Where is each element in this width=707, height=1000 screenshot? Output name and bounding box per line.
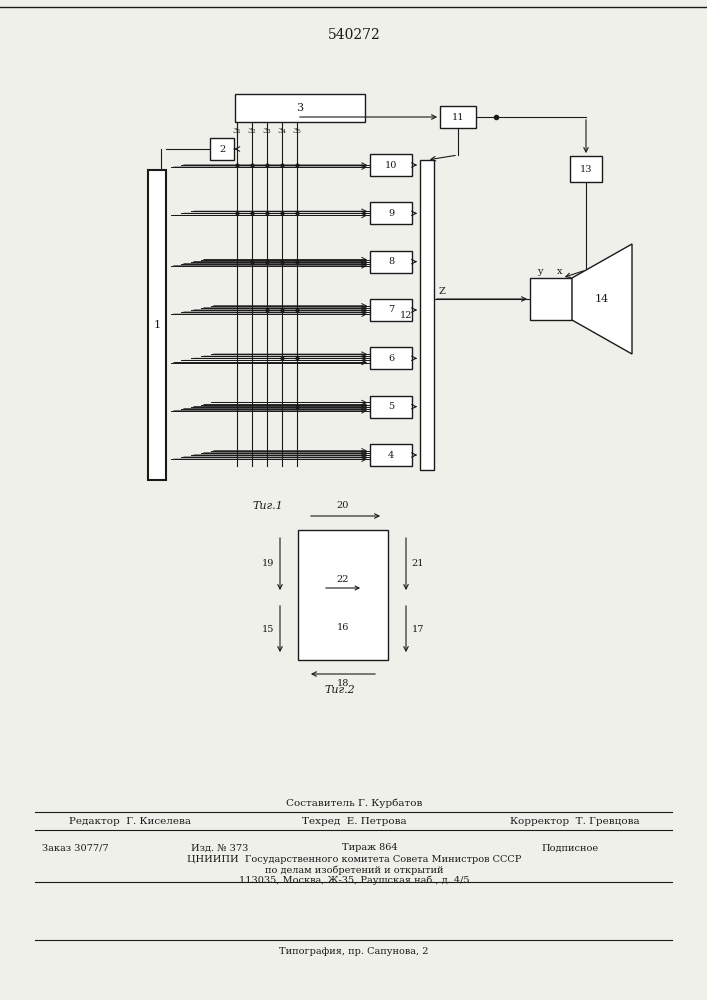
- Text: y: y: [537, 267, 543, 276]
- Text: 17: 17: [411, 624, 424, 634]
- Text: 3₄: 3₄: [278, 127, 286, 135]
- Text: 12: 12: [399, 310, 412, 320]
- Text: по делам изобретений и открытий: по делам изобретений и открытий: [264, 865, 443, 875]
- Bar: [420, 160, 434, 470]
- Bar: [370, 154, 412, 176]
- Bar: [370, 251, 412, 273]
- Text: 8: 8: [388, 257, 394, 266]
- Bar: [530, 278, 572, 320]
- Text: 22: 22: [337, 576, 349, 584]
- Text: Типография, пр. Сапунова, 2: Типография, пр. Сапунова, 2: [279, 948, 428, 956]
- Text: 19: 19: [262, 560, 274, 568]
- Bar: [370, 444, 412, 466]
- Text: Τиг.1: Τиг.1: [252, 501, 284, 511]
- Text: 18: 18: [337, 680, 349, 688]
- Text: 9: 9: [388, 209, 394, 218]
- Text: Техред  Е. Петрова: Техред Е. Петрова: [302, 816, 407, 826]
- Text: 7: 7: [388, 306, 394, 314]
- Text: Составитель Г. Курбатов: Составитель Г. Курбатов: [286, 798, 422, 808]
- Text: 113035, Москва, Ж-35, Раушская наб., д. 4/5: 113035, Москва, Ж-35, Раушская наб., д. …: [239, 875, 469, 885]
- Text: ЦНИИПИ  Государственного комитета Совета Министров СССР: ЦНИИПИ Государственного комитета Совета …: [187, 856, 521, 864]
- Text: 21: 21: [411, 560, 424, 568]
- Text: 5: 5: [388, 402, 394, 411]
- Text: 10: 10: [385, 160, 397, 169]
- Text: Редактор  Г. Киселева: Редактор Г. Киселева: [69, 816, 191, 826]
- Bar: [570, 156, 602, 182]
- Text: 3₂: 3₂: [247, 127, 257, 135]
- Text: Тираж 864: Тираж 864: [342, 844, 398, 852]
- Text: 3: 3: [296, 103, 303, 113]
- Text: Τиг.2: Τиг.2: [325, 685, 356, 695]
- Bar: [440, 106, 476, 128]
- Bar: [370, 202, 412, 224]
- Text: Заказ 3077/7: Заказ 3077/7: [42, 844, 108, 852]
- Text: 2: 2: [219, 144, 225, 153]
- Text: Подписное: Подписное: [542, 844, 599, 852]
- Text: 540272: 540272: [327, 28, 380, 42]
- Bar: [370, 347, 412, 369]
- Text: Изд. № 373: Изд. № 373: [192, 844, 249, 852]
- Text: 6: 6: [388, 354, 394, 363]
- Text: 20: 20: [337, 502, 349, 510]
- Bar: [148, 170, 166, 480]
- Polygon shape: [572, 244, 632, 354]
- Text: x: x: [557, 267, 563, 276]
- Text: 13: 13: [580, 164, 592, 174]
- Bar: [235, 94, 365, 122]
- Text: 15: 15: [262, 624, 274, 634]
- Text: 3₁: 3₁: [233, 127, 241, 135]
- Bar: [210, 138, 234, 160]
- Bar: [370, 396, 412, 418]
- Text: 3₅: 3₅: [293, 127, 301, 135]
- Text: 1: 1: [153, 320, 160, 330]
- Bar: [370, 299, 412, 321]
- Text: Корректор  Т. Гревцова: Корректор Т. Гревцова: [510, 816, 640, 826]
- Bar: [298, 530, 388, 660]
- Text: Z: Z: [438, 288, 445, 296]
- Text: 11: 11: [452, 112, 464, 121]
- Text: 4: 4: [388, 450, 394, 460]
- Text: 16: 16: [337, 624, 349, 633]
- Text: 3₃: 3₃: [263, 127, 271, 135]
- Text: 14: 14: [595, 294, 609, 304]
